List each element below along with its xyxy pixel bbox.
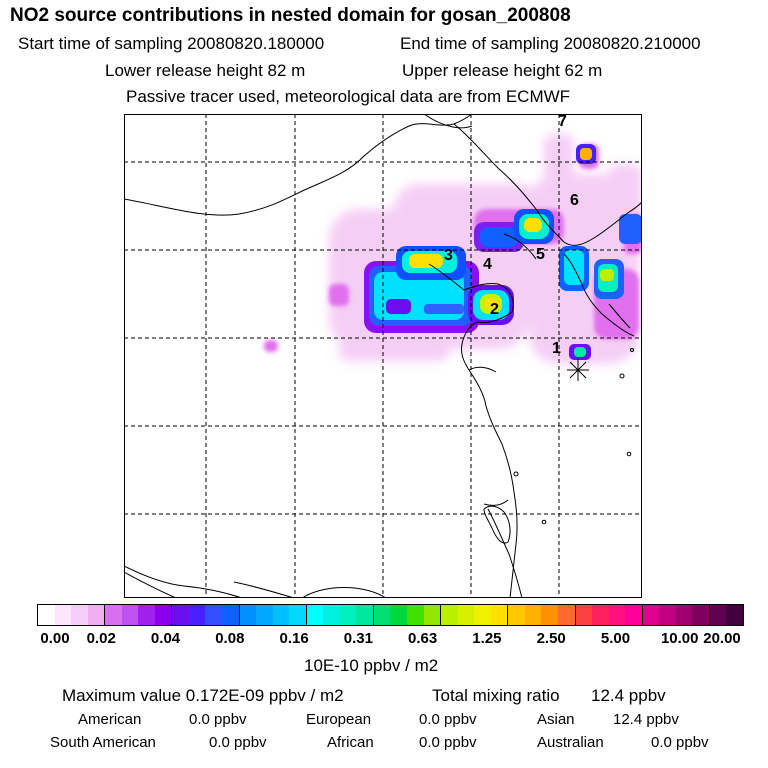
color-scale-cell (238, 605, 257, 625)
color-scale-cell (121, 605, 139, 625)
color-scale-cell (305, 605, 324, 625)
region-label-5: 5 (536, 246, 545, 263)
asian-label: Asian (537, 711, 575, 728)
sampling-start: Start time of sampling 20080820.180000 (18, 34, 325, 53)
grid-lines (124, 114, 642, 598)
upper-release-height: Upper release height 62 m (402, 61, 603, 80)
color-scale-tick-label: 0.00 (40, 630, 70, 647)
concentration-field (264, 134, 642, 364)
color-scale-cell (256, 605, 273, 625)
color-scale-cell (71, 605, 88, 625)
color-scale-tick-label: 1.25 (472, 630, 502, 647)
coastlines (124, 114, 642, 598)
plot-title: NO2 source contributions in nested domai… (10, 5, 571, 26)
region-label-7: 7 (558, 114, 567, 130)
total-mixing-ratio-label: Total mixing ratio (432, 686, 560, 705)
color-scale-cell (474, 605, 491, 625)
color-scale-cell (675, 605, 693, 625)
color-scale-cell (205, 605, 223, 625)
color-scale-cell (608, 605, 626, 625)
color-scale-tick-label: 0.16 (279, 630, 309, 647)
color-scale-cell (541, 605, 558, 625)
color-scale-cell (490, 605, 508, 625)
american-label: American (78, 711, 142, 728)
region-label-6: 6 (570, 192, 579, 209)
color-scale-cell (507, 605, 525, 625)
color-scale-cell (457, 605, 475, 625)
american-value: 0.0 ppbv (189, 711, 247, 728)
color-scale-tick-label: 0.04 (150, 630, 181, 647)
australian-value: 0.0 ppbv (651, 734, 709, 751)
color-scale-cell (356, 605, 373, 625)
color-scale-cell (641, 605, 660, 625)
color-scale-tick-label: 0.63 (408, 630, 438, 647)
lower-release-height: Lower release height 82 m (105, 61, 306, 80)
color-scale-cell (222, 605, 239, 625)
color-scale-cell (407, 605, 424, 625)
color-scale-cell (272, 605, 290, 625)
color-scale-cell (38, 605, 55, 625)
color-scale-cell (557, 605, 575, 625)
region-label-2: 2 (490, 301, 499, 318)
color-scale-cell (323, 605, 340, 625)
color-scale-cell (339, 605, 357, 625)
asian-value: 12.4 ppbv (613, 711, 679, 728)
color-scale-tick-label: 20.00 (703, 630, 741, 647)
color-scale-cell (188, 605, 206, 625)
color-scale-cell (440, 605, 458, 625)
color-scale-cell (138, 605, 155, 625)
region-label-1: 1 (552, 340, 561, 357)
color-scale-cell (524, 605, 542, 625)
receptor-star-icon (567, 359, 589, 381)
color-scale-cell (104, 605, 122, 625)
color-scale-cell (171, 605, 189, 625)
color-scale-bar (37, 604, 744, 626)
color-scale-cell (154, 605, 172, 625)
color-scale-tick-label: 0.31 (343, 630, 373, 647)
region-label-3: 3 (444, 247, 453, 264)
south-american-value: 0.0 ppbv (209, 734, 267, 751)
african-label: African (327, 734, 374, 751)
african-value: 0.0 ppbv (419, 734, 477, 751)
total-mixing-ratio-value: 12.4 ppbv (591, 686, 666, 705)
color-scale-tick-label: 10.00 (660, 630, 699, 647)
tracer-note: Passive tracer used, meteorological data… (126, 87, 571, 106)
color-scale-cell (574, 605, 593, 625)
color-scale-cell (708, 605, 727, 625)
sampling-end: End time of sampling 20080820.210000 (400, 34, 701, 53)
color-scale-cell (54, 605, 72, 625)
european-value: 0.0 ppbv (419, 711, 477, 728)
color-scale-cell (289, 605, 306, 625)
color-scale-cell (592, 605, 609, 625)
european-label: European (306, 711, 372, 728)
map-frame (124, 114, 642, 598)
color-scale-unit: 10E-10 ppbv / m2 (304, 656, 439, 675)
region-label-4: 4 (483, 256, 492, 273)
maximum-value: Maximum value 0.172E-09 ppbv / m2 (62, 686, 344, 705)
color-scale-tick-label: 0.08 (215, 630, 245, 647)
color-scale-cell (625, 605, 642, 625)
color-scale-tick-label: 2.50 (536, 630, 566, 647)
color-scale-cell (726, 605, 743, 625)
color-scale-tick-label: 5.00 (600, 630, 631, 647)
islands (483, 348, 634, 544)
color-scale-cell (659, 605, 676, 625)
color-scale-cell (390, 605, 408, 625)
color-scale-tick-label: 0.02 (86, 630, 116, 647)
color-scale-cell (372, 605, 391, 625)
australian-label: Australian (537, 734, 604, 751)
south-american-label: South American (50, 734, 156, 751)
map-panel: 1 2 3 4 5 6 7 (124, 114, 642, 598)
color-scale-cell (692, 605, 709, 625)
color-scale-cell (87, 605, 105, 625)
color-scale-cell (423, 605, 441, 625)
